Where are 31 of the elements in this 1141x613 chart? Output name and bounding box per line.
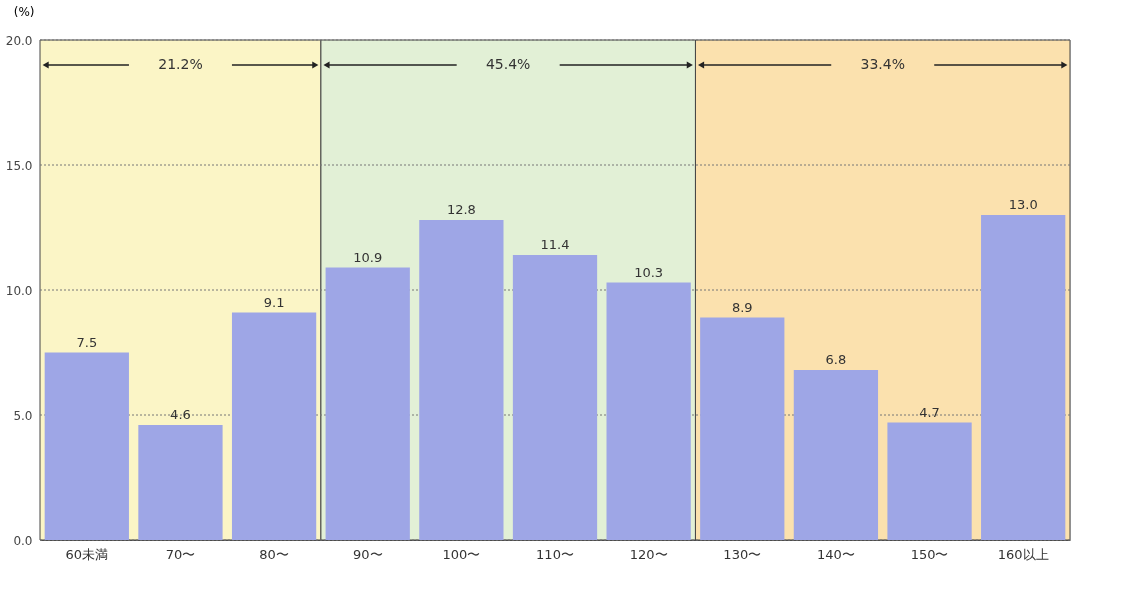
data-label: 11.4 <box>540 237 570 252</box>
data-label: 8.9 <box>731 299 753 315</box>
data-label: 4.6 <box>170 407 191 422</box>
x-tick-label: 120〜 <box>629 546 668 562</box>
band-label: 45.4% <box>485 56 531 72</box>
y-tick-label: 20.0 <box>5 33 33 48</box>
x-tick-label: 80〜 <box>259 546 289 562</box>
y-tick-label: 10.0 <box>5 283 33 298</box>
x-tick-label: 130〜 <box>723 546 762 562</box>
x-tick-label: 100〜 <box>442 546 481 562</box>
y-axis-title: (%) <box>13 4 35 19</box>
data-label: 10.3 <box>634 264 664 280</box>
data-label: 12.8 <box>446 202 476 217</box>
x-tick-label: 110〜 <box>536 546 574 562</box>
data-label: 7.5 <box>76 334 98 350</box>
x-tick-label: 90〜 <box>352 546 383 562</box>
band-label: 33.4% <box>860 56 905 72</box>
data-label: 10.9 <box>353 249 383 265</box>
y-tick-label: 0.0 <box>13 533 33 548</box>
y-tick-label: 15.0 <box>5 158 33 173</box>
data-label: 6.8 <box>825 352 847 367</box>
data-label: 13.0 <box>1008 197 1038 212</box>
x-tick-label: 150〜 <box>910 546 949 562</box>
x-tick-label: 70〜 <box>165 546 196 562</box>
data-label: 4.7 <box>919 404 940 420</box>
band-label: 21.2% <box>158 56 203 72</box>
x-tick-label: 160以上 <box>997 546 1049 562</box>
x-tick-label: 140〜 <box>817 546 855 562</box>
y-tick-label: 5.0 <box>13 408 33 423</box>
x-tick-label: 60未満 <box>65 546 109 562</box>
data-label: 9.1 <box>263 294 285 310</box>
